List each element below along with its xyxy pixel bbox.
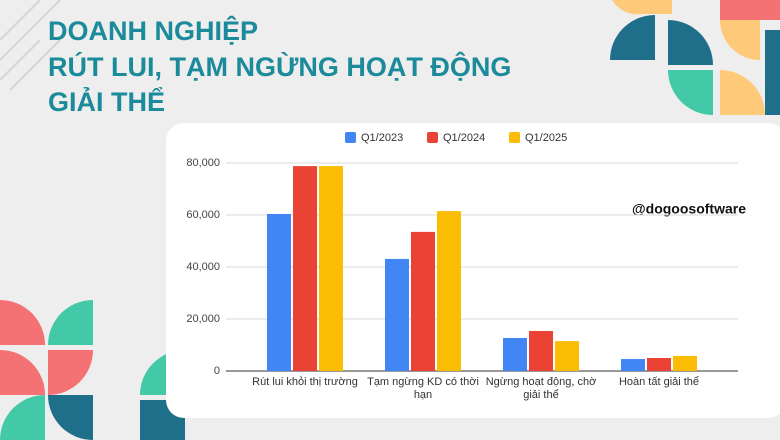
legend-label: Q1/2023 (361, 132, 403, 144)
x-tick-label: Ngừng hoạt động, chờ giải thể (485, 376, 597, 401)
legend-label: Q1/2025 (525, 132, 567, 144)
legend-swatch (509, 132, 520, 143)
x-tick-label: Tạm ngừng KD có thời hạn (367, 376, 479, 401)
y-tick-label: 20,000 (186, 313, 220, 325)
title-line: RÚT LUI, TẠM NGỪNG HOẠT ĐỘNG (48, 51, 511, 82)
legend-label: Q1/2024 (443, 132, 485, 144)
chart-card (166, 123, 780, 418)
x-tick-label: Rút lui khỏi thị trường (252, 376, 358, 388)
bar (673, 355, 697, 371)
bar (267, 213, 291, 371)
decoration (0, 0, 61, 91)
bar (385, 258, 409, 371)
title-line: GIẢI THỂ (48, 85, 165, 117)
bar (555, 341, 579, 371)
legend-swatch (427, 132, 438, 143)
y-tick-label: 60,000 (186, 209, 220, 221)
x-tick-label: Hoàn tất giải thể (618, 376, 700, 388)
bar (437, 211, 461, 371)
bar (621, 359, 645, 371)
title-line: DOANH NGHIỆP (48, 15, 258, 46)
watermark: @dogoosoftware (632, 201, 746, 217)
legend-swatch (345, 132, 356, 143)
bar (529, 330, 553, 371)
bar (411, 231, 435, 371)
bar (503, 337, 527, 371)
bar (319, 166, 343, 371)
y-tick-label: 0 (214, 365, 220, 377)
bar (293, 166, 317, 371)
y-tick-label: 40,000 (186, 261, 220, 273)
y-tick-label: 80,000 (186, 157, 220, 169)
bar (647, 358, 671, 371)
